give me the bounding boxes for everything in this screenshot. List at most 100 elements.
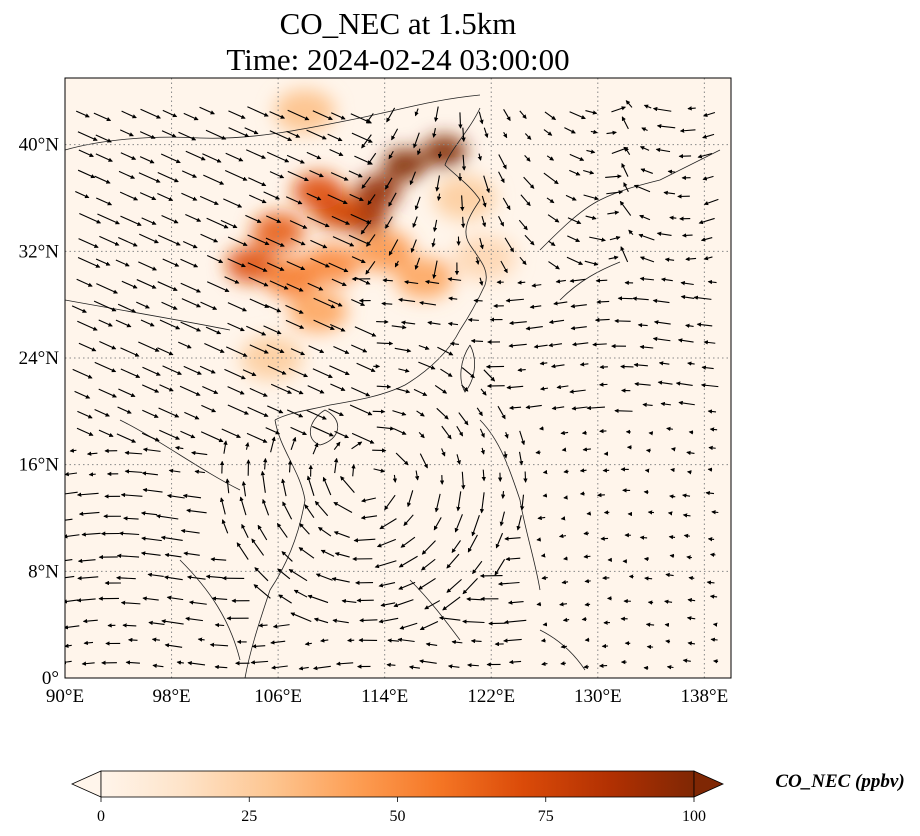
wind-arrow	[77, 558, 96, 564]
wind-arrow	[285, 196, 303, 205]
wind-arrow	[536, 601, 542, 607]
wind-arrow	[152, 663, 164, 669]
wind-arrow	[258, 623, 268, 628]
wind-arrow	[556, 384, 569, 390]
wind-arrow	[200, 233, 219, 243]
wind-arrow	[525, 404, 542, 410]
wind-arrow	[502, 131, 508, 139]
wind-arrow	[387, 638, 400, 643]
wind-arrow	[272, 624, 290, 629]
colorbar-ticks: 0 25 50 75 100	[97, 797, 706, 825]
colorbar-tick-label: 75	[538, 808, 554, 825]
wind-arrow	[367, 152, 377, 166]
wind-arrow	[451, 540, 461, 554]
wind-arrow	[332, 618, 349, 624]
wind-arrow	[180, 321, 202, 332]
wind-arrow	[225, 478, 230, 494]
wind-arrow	[548, 319, 565, 325]
wind-arrow	[250, 660, 269, 665]
wind-arrow	[327, 194, 348, 205]
wind-arrow	[519, 430, 526, 446]
wind-arrow	[74, 390, 91, 399]
wind-arrow	[124, 469, 143, 474]
wind-arrow	[236, 542, 249, 560]
wind-arrow	[248, 177, 267, 187]
wind-arrow	[249, 298, 270, 308]
wind-arrow	[221, 428, 241, 438]
wind-arrow	[320, 549, 335, 557]
wind-arrow	[281, 478, 287, 497]
wind-arrow	[503, 109, 511, 122]
wind-arrow	[447, 277, 462, 282]
wind-arrow	[685, 323, 694, 329]
wind-arrow	[65, 518, 73, 521]
wind-arrow	[639, 256, 655, 263]
wind-arrow	[147, 572, 164, 578]
wind-arrow	[242, 369, 257, 376]
wind-arrow	[350, 213, 372, 224]
wind-arrow	[569, 111, 586, 120]
wind-arrow	[446, 578, 462, 593]
wind-arrow	[409, 171, 416, 186]
wind-arrow	[306, 475, 315, 497]
wind-arrow	[702, 111, 716, 117]
wind-arrow	[508, 659, 522, 665]
wind-arrow	[414, 470, 420, 481]
wind-arrow	[680, 281, 694, 286]
wind-arrow	[385, 216, 393, 229]
wind-arrow	[447, 321, 459, 327]
wind-arrow	[287, 109, 310, 121]
wind-arrow	[142, 596, 159, 601]
wind-arrow	[653, 320, 671, 325]
wind-arrow	[178, 341, 192, 349]
wind-arrow	[679, 128, 696, 133]
wind-arrow	[656, 124, 676, 129]
longitude-tick-label: 106°E	[254, 686, 302, 707]
wind-arrow	[543, 129, 553, 136]
wind-arrow	[308, 345, 325, 353]
wind-arrow	[404, 279, 419, 285]
wind-arrow	[247, 234, 270, 246]
wind-arrow	[225, 152, 244, 162]
wind-arrow	[666, 665, 674, 670]
wind-arrow	[159, 429, 181, 440]
wind-arrow	[341, 599, 357, 604]
wind-arrow	[589, 236, 606, 242]
wind-arrow	[298, 547, 315, 559]
wind-arrow	[498, 171, 505, 184]
wind-arrow	[410, 239, 417, 253]
longitude-tick-label: 138°E	[681, 686, 729, 707]
wind-arrow	[634, 381, 651, 387]
wind-arrow	[495, 532, 504, 549]
wind-arrow	[159, 384, 174, 392]
latitude-tick-label: 32°N	[19, 241, 60, 262]
colorbar: 0 25 50 75 100 CO_NEC (ppbv)	[71, 770, 905, 825]
wind-arrow	[652, 106, 672, 112]
wind-arrow	[560, 661, 566, 666]
wind-arrow	[398, 555, 418, 568]
wind-arrow	[642, 402, 653, 408]
wind-arrow	[447, 664, 460, 669]
wind-arrow	[140, 319, 155, 327]
wind-arrow	[652, 336, 671, 342]
wind-arrow	[314, 500, 329, 517]
wind-arrow	[136, 301, 150, 309]
wind-arrow	[442, 596, 461, 611]
wind-arrow	[306, 409, 327, 420]
wind-arrow	[508, 343, 527, 348]
wind-arrow	[539, 361, 548, 366]
wind-arrow	[519, 110, 527, 119]
wind-arrow	[660, 277, 673, 282]
wind-arrow	[572, 342, 589, 347]
wind-arrow	[75, 110, 90, 118]
wind-arrow	[623, 182, 629, 192]
latitude-tick-label: 16°N	[19, 455, 60, 476]
wind-arrow	[200, 301, 218, 310]
wind-arrow	[277, 568, 291, 580]
wind-arrow	[287, 460, 293, 473]
wind-arrow	[148, 620, 165, 626]
wind-arrow	[65, 625, 80, 630]
wind-arrow	[421, 540, 436, 555]
wind-arrow	[478, 111, 484, 125]
wind-arrow	[286, 260, 306, 271]
